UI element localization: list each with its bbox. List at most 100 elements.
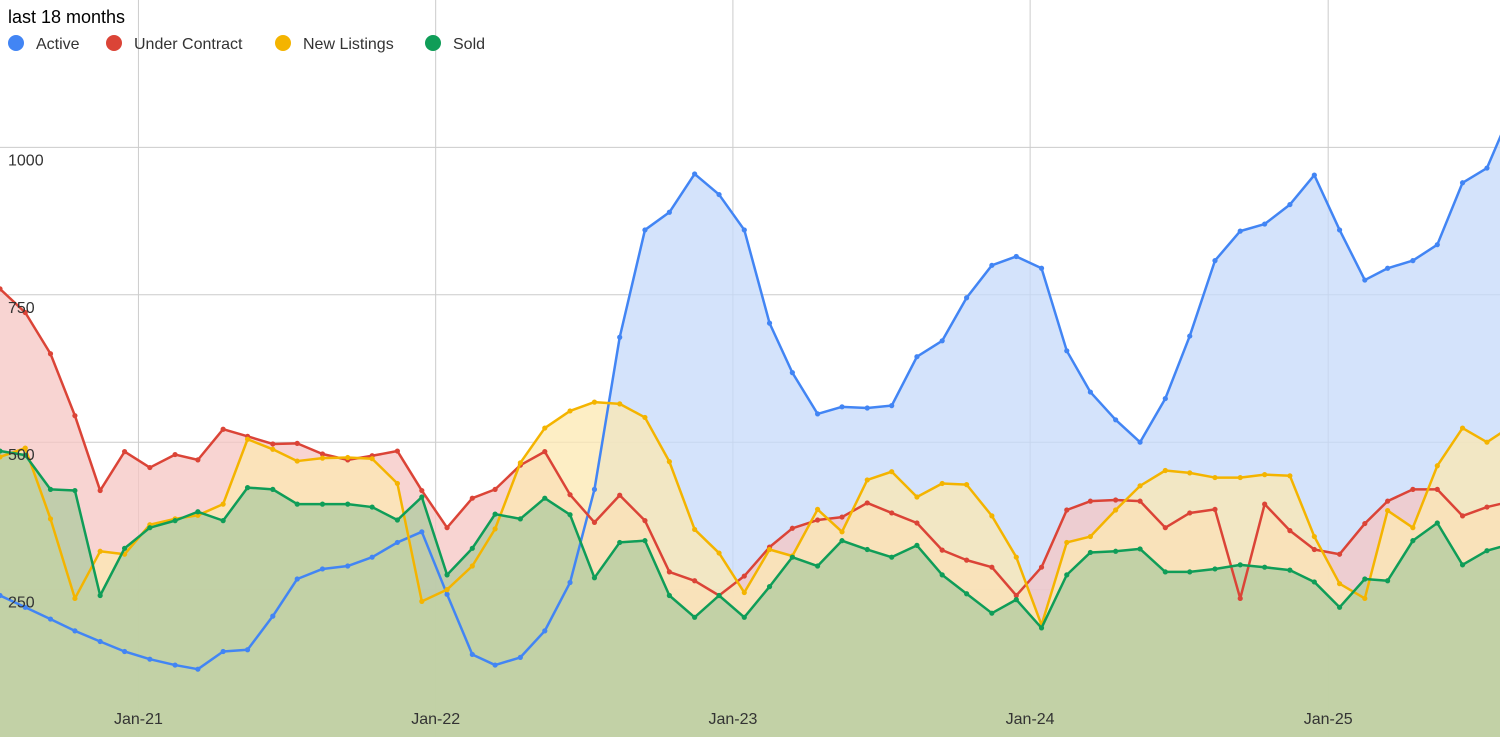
new-listings-point[interactable] [1212,474,1218,481]
sold-point[interactable] [1162,569,1168,575]
sold-point[interactable] [692,614,698,620]
sold-point[interactable] [567,512,573,518]
sold-point[interactable] [1311,579,1317,585]
active-point[interactable] [692,171,698,177]
new-listings-point[interactable] [22,445,28,451]
new-listings-point[interactable] [542,425,548,431]
active-point[interactable] [542,628,548,634]
new-listings-point[interactable] [1113,507,1119,513]
under-contract-point[interactable] [469,495,475,501]
sold-point[interactable] [1410,538,1416,544]
active-point[interactable] [1113,417,1119,423]
new-listings-point[interactable] [617,401,623,407]
new-listings-point[interactable] [1459,425,1466,431]
active-point[interactable] [1212,258,1218,264]
new-listings-point[interactable] [1287,473,1293,479]
sold-point[interactable] [939,572,945,578]
new-listings-point[interactable] [1187,470,1193,476]
under-contract-point[interactable] [1064,507,1070,513]
active-point[interactable] [642,227,648,233]
under-contract-point[interactable] [1212,506,1218,513]
sold-point[interactable] [1262,564,1268,570]
sold-point[interactable] [741,614,747,620]
under-contract-point[interactable] [22,309,28,316]
under-contract-point[interactable] [294,440,300,446]
active-point[interactable] [319,566,326,572]
active-point[interactable] [22,604,28,610]
sold-point[interactable] [1287,567,1293,573]
new-listings-point[interactable] [1410,525,1416,531]
new-listings-point[interactable] [47,516,54,522]
sold-point[interactable] [444,572,450,578]
active-point[interactable] [864,405,870,411]
active-point[interactable] [1410,258,1416,264]
active-point[interactable] [97,638,103,645]
active-point[interactable] [1087,389,1093,395]
active-point[interactable] [172,662,178,668]
active-series[interactable] [0,92,1500,672]
sold-point[interactable] [270,486,276,492]
new-listings-point[interactable] [939,480,945,487]
sold-point[interactable] [889,554,895,560]
active-point[interactable] [195,666,201,672]
new-listings-point[interactable] [244,436,251,442]
new-listings-point[interactable] [1237,474,1243,481]
new-listings-point[interactable] [666,459,672,465]
active-point[interactable] [1038,265,1045,271]
sold-point[interactable] [492,511,498,517]
under-contract-point[interactable] [1013,592,1019,599]
new-listings-point[interactable] [72,595,78,602]
under-contract-point[interactable] [1385,498,1391,504]
sold-point[interactable] [394,517,400,523]
new-listings-point[interactable] [469,563,475,569]
under-contract-point[interactable] [394,448,400,454]
active-point[interactable] [617,334,623,340]
new-listings-point[interactable] [369,456,375,462]
under-contract-point[interactable] [97,487,103,494]
active-point[interactable] [294,576,300,582]
new-listings-point[interactable] [1137,483,1143,489]
new-listings-point[interactable] [642,414,648,421]
active-point[interactable] [839,404,845,410]
new-listings-point[interactable] [889,469,895,475]
sold-point[interactable] [1336,604,1343,610]
sold-point[interactable] [1038,625,1045,631]
active-point[interactable] [989,262,995,268]
under-contract-point[interactable] [121,449,128,455]
under-contract-point[interactable] [492,486,498,492]
sold-point[interactable] [345,501,351,507]
under-contract-point[interactable] [1113,497,1119,503]
active-point[interactable] [492,662,498,668]
sold-point[interactable] [517,516,523,522]
under-contract-point[interactable] [147,464,153,471]
active-point[interactable] [244,647,251,653]
sold-point[interactable] [1459,562,1466,568]
under-contract-point[interactable] [72,413,78,419]
sold-point[interactable] [1434,520,1440,526]
sold-point[interactable] [666,592,672,599]
new-listings-point[interactable] [1162,467,1168,474]
new-listings-point[interactable] [1262,472,1268,478]
new-listings-point[interactable] [716,550,722,556]
under-contract-point[interactable] [789,525,795,531]
active-point[interactable] [469,651,475,658]
active-point[interactable] [1187,333,1193,339]
new-listings-point[interactable] [814,506,821,513]
sold-point[interactable] [642,538,648,544]
active-point[interactable] [419,529,425,535]
under-contract-point[interactable] [989,564,995,570]
sold-point[interactable] [766,584,773,590]
sold-point[interactable] [1237,562,1243,568]
under-contract-point[interactable] [1237,595,1243,602]
sold-point[interactable] [591,575,598,581]
sold-point[interactable] [989,610,995,616]
sold-point[interactable] [244,485,251,491]
sold-point[interactable] [1064,572,1070,578]
sold-point[interactable] [1385,578,1391,584]
new-listings-point[interactable] [1484,439,1490,445]
sold-point[interactable] [617,539,623,546]
under-contract-point[interactable] [964,557,970,563]
new-listings-point[interactable] [1311,533,1317,540]
active-point[interactable] [591,486,598,492]
active-point[interactable] [1237,228,1243,234]
